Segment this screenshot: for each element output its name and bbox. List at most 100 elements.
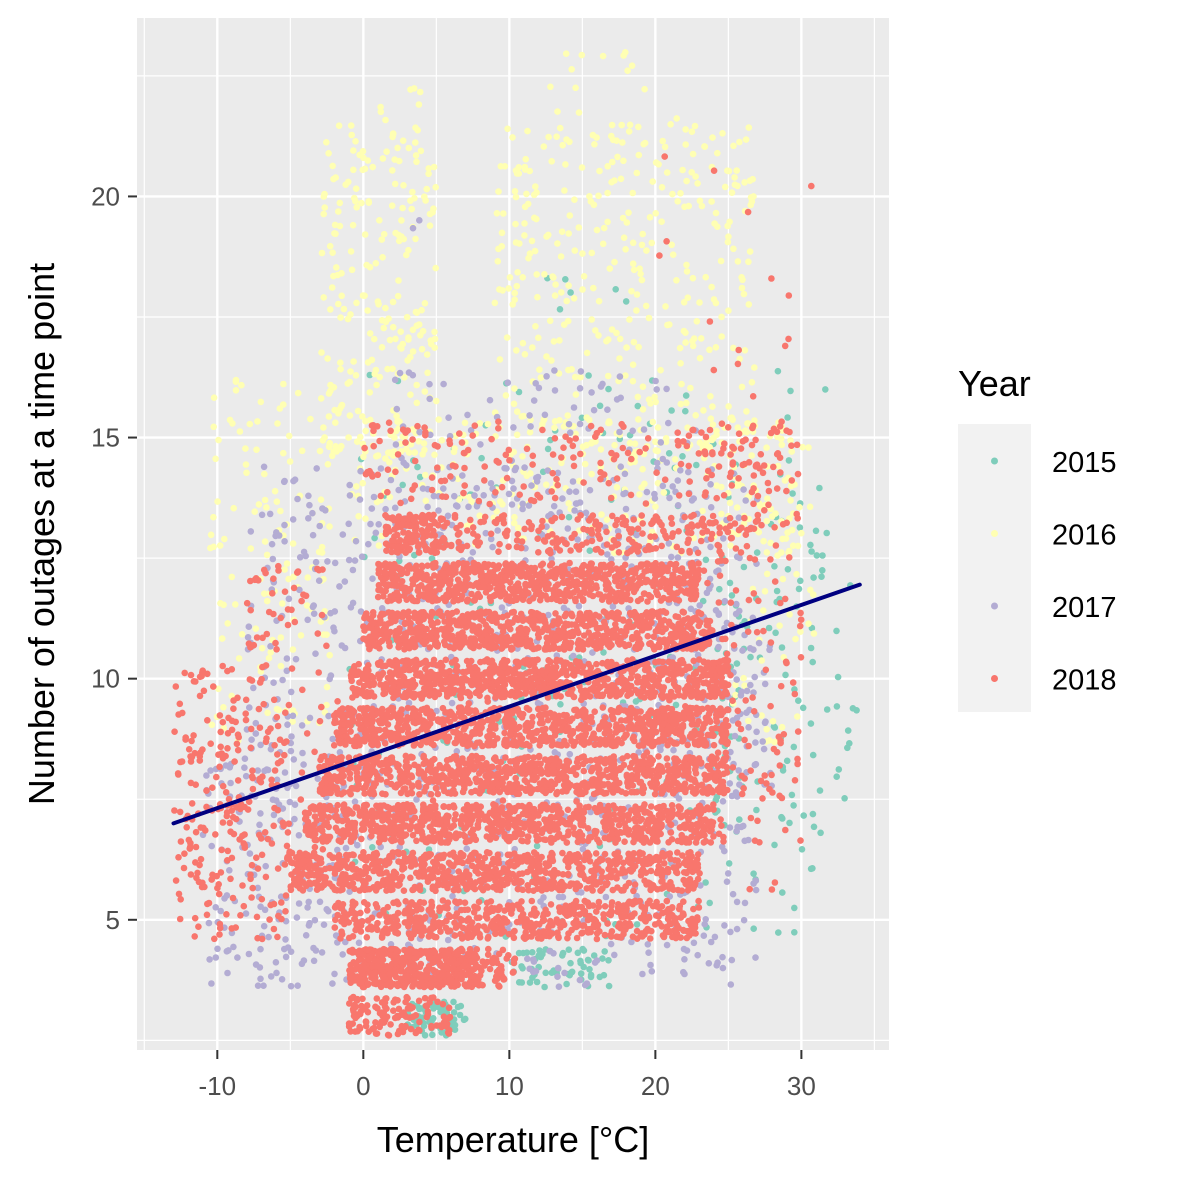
data-point (725, 167, 733, 175)
data-point (428, 924, 436, 932)
data-point (356, 868, 364, 875)
data-point (592, 438, 599, 445)
data-point (318, 949, 326, 956)
data-point (481, 854, 489, 862)
data-point (348, 995, 355, 1002)
data-point (708, 198, 715, 205)
data-point (297, 860, 304, 868)
data-point (669, 654, 677, 661)
data-point (319, 505, 326, 512)
data-point (734, 424, 742, 431)
data-point (565, 282, 572, 289)
data-point (498, 924, 506, 932)
data-point (383, 981, 390, 989)
data-point (267, 649, 275, 656)
data-point (432, 183, 440, 191)
data-point (352, 960, 360, 968)
data-point (391, 504, 399, 512)
data-point (519, 886, 526, 894)
data-point (394, 982, 401, 990)
data-point (350, 166, 357, 174)
data-point (401, 909, 408, 917)
data-point (411, 194, 418, 202)
data-point (625, 209, 632, 216)
data-point (526, 979, 534, 986)
data-point (399, 961, 407, 969)
data-point (667, 913, 674, 920)
data-point (351, 798, 359, 805)
data-point (572, 488, 580, 496)
data-point (542, 906, 549, 914)
data-point (680, 869, 688, 876)
data-point (652, 398, 659, 406)
data-point (655, 913, 662, 920)
data-point (550, 502, 558, 510)
data-point (752, 739, 759, 746)
data-point (503, 866, 511, 873)
data-point (413, 381, 421, 389)
data-point (423, 351, 431, 358)
data-point (210, 543, 217, 551)
data-point (724, 222, 731, 230)
data-point (263, 597, 271, 605)
data-point (464, 411, 471, 419)
data-point (807, 865, 815, 873)
data-point (823, 706, 831, 713)
data-point (622, 246, 629, 253)
data-point (798, 529, 805, 537)
data-point (451, 1021, 459, 1029)
data-point (764, 495, 771, 502)
data-point (372, 260, 380, 267)
data-point (559, 893, 567, 901)
data-point (255, 501, 263, 508)
data-point (583, 349, 591, 357)
data-point (774, 552, 781, 559)
data-point (293, 914, 301, 921)
data-point (415, 438, 423, 445)
data-point (461, 962, 469, 969)
data-point (690, 939, 698, 947)
data-point (331, 970, 338, 978)
data-point (362, 1018, 370, 1025)
data-point (473, 503, 481, 510)
data-point (407, 874, 414, 882)
data-point (360, 154, 367, 162)
data-point (516, 918, 523, 925)
data-point (421, 927, 428, 934)
data-point (383, 148, 390, 155)
data-point (294, 982, 302, 989)
data-point (321, 204, 329, 211)
data-point (270, 679, 277, 686)
data-point (604, 372, 612, 380)
data-point (349, 221, 357, 229)
data-point (699, 507, 706, 515)
data-point (378, 344, 386, 351)
data-point (257, 810, 264, 817)
data-point (730, 142, 737, 150)
data-point (243, 469, 250, 477)
data-point (291, 815, 298, 823)
data-point (484, 935, 492, 942)
data-point (713, 793, 721, 801)
data-point (432, 969, 440, 976)
data-point (738, 284, 746, 292)
data-point (785, 457, 793, 464)
data-point (605, 910, 613, 918)
data-point (339, 951, 347, 958)
data-point (611, 258, 618, 266)
data-point (309, 509, 316, 517)
data-point (364, 359, 372, 366)
data-point (580, 273, 588, 280)
data-point (771, 738, 778, 746)
data-point (340, 909, 348, 917)
data-point (718, 510, 725, 518)
data-point (807, 586, 814, 594)
data-point (354, 841, 361, 849)
data-point (612, 286, 619, 293)
data-point (409, 348, 417, 355)
data-point (316, 898, 324, 906)
data-point (511, 385, 518, 392)
data-point (331, 886, 339, 894)
data-point (696, 197, 704, 205)
data-point (466, 979, 474, 986)
